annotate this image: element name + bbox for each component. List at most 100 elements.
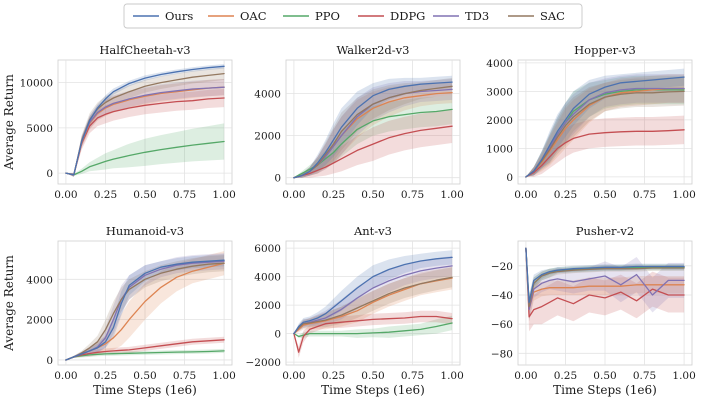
x-axis-label: Time Steps (1e6) (553, 383, 657, 397)
band-ddpg (525, 248, 685, 332)
band-sac (65, 67, 225, 177)
x-tick-label: 0.50 (361, 189, 384, 201)
x-tick-label: 0.00 (514, 370, 537, 382)
chart-halfcheetah-v3: 0.00 0.25 0.50 0.75 1.00 0 5000 10000 HalfCheeta… (2, 43, 236, 201)
y-tick-label: 3000 (486, 86, 513, 98)
x-tick-label: 0.25 (554, 370, 577, 382)
chart-pusher-v2: 0.00 0.25 0.50 0.75 1.00 −80 −60 −40 −20 Pusher-v… (491, 224, 696, 397)
legend-label-oac: OAC (240, 9, 267, 23)
series-line-ddpg (293, 125, 453, 179)
y-tick-label: 0 (274, 329, 281, 341)
chart-hopper-v3: 0.00 0.25 0.50 0.75 1.00 0 1000 2000 3000 4000 Hop… (486, 43, 696, 201)
y-tick-label: 1000 (486, 143, 513, 155)
series-line-sac (525, 247, 685, 308)
y-tick-label: 2000 (254, 131, 281, 143)
band-ours (525, 248, 685, 310)
series-line-ours (525, 247, 685, 303)
chart-title: HalfCheetah-v3 (99, 43, 190, 57)
series-group (525, 68, 685, 178)
series-line-td3 (525, 247, 685, 311)
x-tick-label: 1.00 (672, 189, 695, 201)
x-tick-label: 0.25 (322, 189, 345, 201)
x-tick-label: 0.50 (133, 370, 156, 382)
x-tick-label: 0.00 (514, 189, 537, 201)
series-line-ppo (65, 140, 225, 176)
series-line-ddpg (525, 129, 685, 178)
chart-ant-v3: 0.00 0.25 0.50 0.75 1.00 −2000 0 2000 4000 6000 An… (245, 224, 463, 397)
x-tick-label: 0.75 (173, 370, 196, 382)
x-tick-label: 0.00 (54, 189, 77, 201)
band-ppo (293, 315, 453, 338)
x-tick-label: 0.75 (633, 189, 656, 201)
y-tick-label: 4000 (26, 274, 53, 286)
legend-label-sac: SAC (540, 9, 565, 23)
y-tick-label: −20 (491, 261, 513, 273)
band-ours (293, 250, 453, 334)
x-tick-label: 0.50 (593, 189, 616, 201)
band-oac (525, 74, 685, 177)
y-tick-label: 4000 (486, 58, 513, 70)
x-tick-label: 1.00 (212, 370, 235, 382)
series-line-ours (293, 81, 453, 179)
series-group (293, 250, 453, 358)
legend-label-ours: Ours (165, 9, 193, 23)
band-td3 (65, 79, 225, 177)
x-axis-label: Time Steps (1e6) (93, 383, 197, 397)
series-group (65, 251, 225, 361)
legend-box (123, 3, 583, 29)
band-ppo (293, 94, 453, 178)
y-axis-label: Average Return (2, 74, 16, 171)
band-oac (525, 248, 685, 322)
y-tick-label: 10000 (20, 78, 53, 90)
y-tick-label: 0 (46, 355, 53, 367)
band-oac (65, 79, 225, 177)
x-tick-label: 1.00 (672, 370, 695, 382)
band-ppo (525, 75, 685, 177)
x-tick-label: 0.75 (633, 370, 656, 382)
x-tick-label: 0.00 (54, 370, 77, 382)
y-tick-label: −40 (491, 290, 513, 302)
x-tick-label: 0.75 (173, 189, 196, 201)
y-tick-label: 0 (46, 168, 53, 180)
band-ddpg (65, 89, 225, 177)
series-line-oac (525, 247, 685, 311)
series-line-oac (525, 87, 685, 178)
band-sac (65, 255, 225, 360)
series-line-ours (293, 256, 453, 335)
x-tick-label: 1.00 (440, 370, 463, 382)
band-td3 (65, 253, 225, 360)
x-tick-label: 1.00 (212, 189, 235, 201)
legend-label-td3: TD3 (465, 9, 489, 23)
x-tick-label: 0.25 (94, 370, 117, 382)
x-tick-label: 0.25 (322, 370, 345, 382)
series-line-ours (525, 76, 685, 178)
y-tick-label: 0 (274, 173, 281, 185)
band-sac (525, 77, 685, 177)
series-line-ddpg (293, 315, 453, 353)
y-tick-label: 2000 (486, 115, 513, 127)
series-group (65, 64, 225, 177)
y-tick-label: −80 (491, 348, 513, 360)
chart-title: Humanoid-v3 (106, 224, 184, 238)
legend: Ours OAC PPO DDPG TD3 SAC (123, 3, 583, 29)
series-line-sac (525, 90, 685, 178)
legend-label-ddpg: DDPG (390, 9, 425, 23)
band-oac (293, 82, 453, 178)
band-oac (65, 251, 225, 360)
chart-humanoid-v3: 0.00 0.25 0.50 0.75 1.00 0 2000 4000 Humanoid-v3… (2, 224, 236, 397)
y-tick-label: 2000 (254, 300, 281, 312)
y-tick-label: −60 (491, 319, 513, 331)
band-td3 (525, 74, 685, 177)
chart-title: Walker2d-v3 (336, 43, 409, 57)
y-axis-label: Average Return (2, 255, 16, 352)
series-line-ours (65, 259, 225, 361)
x-tick-label: 0.25 (554, 189, 577, 201)
x-tick-label: 0.00 (282, 370, 305, 382)
series-line-ppo (65, 350, 225, 361)
chart-title: Ant-v3 (353, 224, 392, 238)
series-line-ppo (293, 108, 453, 179)
band-oac (293, 266, 453, 334)
y-tick-label: 5000 (26, 123, 53, 135)
x-tick-label: 0.75 (401, 189, 424, 201)
band-ppo (65, 123, 225, 176)
